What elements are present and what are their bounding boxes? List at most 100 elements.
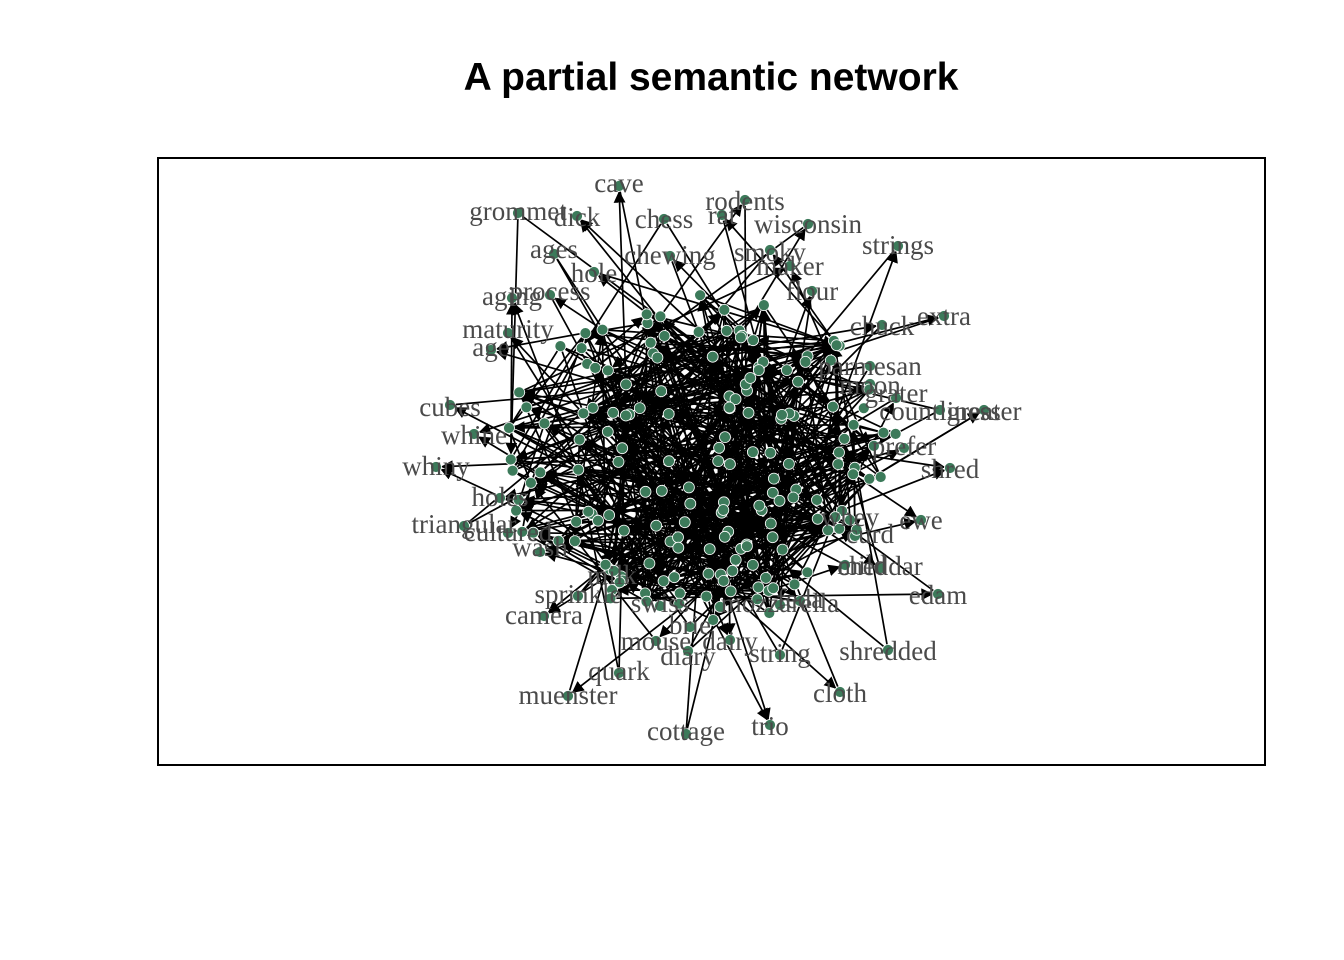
node-label: cheddar [837,551,922,581]
node-label: muenster [519,680,618,710]
network-node [662,408,675,420]
network-node [898,442,910,454]
network-node [654,310,667,323]
network-node [760,572,772,584]
network-edge [629,417,780,502]
network-node [430,461,442,473]
network-node [658,330,671,342]
network-node [978,404,990,416]
network-edge [589,328,808,357]
network-node [744,372,757,384]
network-edge [592,407,771,586]
network-node [620,409,632,422]
node-label: camera [505,600,583,630]
network-edge [532,531,617,581]
network-node [668,571,681,584]
node-label: chess [635,204,693,234]
network-node [575,342,588,355]
node-label: grater [865,378,928,408]
network-node [683,481,695,494]
network-edge [596,445,875,514]
network-edge [478,383,627,435]
node-label: aging [482,281,542,311]
network-edge [816,448,871,501]
network-edge [613,190,627,385]
network-node [801,566,814,579]
network-edge [580,473,610,516]
network-node [742,406,755,419]
network-edge [539,312,722,474]
network-node [734,331,747,344]
network-node [751,593,764,606]
network-node [673,597,686,610]
network-node [763,607,776,619]
node-label: extra [917,301,971,331]
network-node [485,344,497,356]
network-node [857,402,870,415]
network-node [672,541,685,554]
network-node [694,289,706,302]
network-edge [659,315,837,526]
network-node [613,667,625,679]
node-label: process [510,276,591,306]
node-label: cubes [419,392,480,422]
network-node [766,531,779,544]
network-edge [763,305,767,573]
network-node [658,213,670,225]
network-node [601,425,614,438]
network-node [672,531,684,544]
network-node [657,575,670,587]
network-node [938,310,950,322]
network-node [788,578,801,591]
network-node [607,564,620,577]
network-node [573,433,586,446]
node-label: chewing [624,240,715,270]
node-label: chuck [850,311,915,341]
network-node [747,446,759,459]
network-node [612,455,625,468]
network-node [729,554,742,566]
network-node [833,446,845,459]
network-node [603,509,615,521]
network-node [752,581,765,594]
node-label: dairy [702,626,758,656]
plot-frame [157,157,1266,766]
network-node [753,499,766,512]
network-node [714,601,726,613]
network-node [702,567,715,580]
network-node [839,559,851,571]
network-edge [521,509,724,512]
node-label: moon [839,370,901,400]
node-label: whey [821,502,880,532]
network-edge [732,399,843,512]
network-node [444,399,456,411]
network-node [773,494,786,507]
network-node [592,514,604,527]
network-node [572,463,585,476]
network-node [723,401,736,414]
node-label: ages [530,234,578,264]
network-node [613,180,625,192]
node-label: cultured [464,517,553,547]
node-label: diary [660,641,716,671]
network-node [776,543,789,556]
network-node [651,351,664,364]
network-node [640,595,653,608]
network-node [799,355,812,368]
network-node [712,455,725,468]
node-label: wisconsin [754,209,863,239]
network-edge [868,412,980,480]
network-node [768,472,780,485]
node-label: flour [786,276,838,306]
node-label: feda [777,584,823,614]
network-edge [720,371,759,513]
network-node [774,599,786,611]
network-node [684,621,696,633]
network-edge [562,466,856,543]
network-node [934,404,946,416]
node-label: edam [909,580,967,610]
network-node [827,400,839,413]
network-node [577,407,590,420]
